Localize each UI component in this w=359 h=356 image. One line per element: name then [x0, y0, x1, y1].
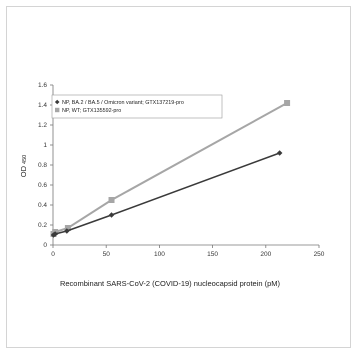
- y-tick-label: 0.6: [38, 182, 47, 189]
- legend: NP, BA.2 / BA.5 / Omicron variant; GTX13…: [51, 94, 223, 119]
- data-point: [64, 225, 71, 231]
- legend-entry: NP, BA.2 / BA.5 / Omicron variant; GTX13…: [54, 99, 184, 106]
- x-tick-label: 100: [154, 251, 165, 258]
- legend-label: NP, BA.2 / BA.5 / Omicron variant; GTX13…: [62, 100, 184, 106]
- x-axis-title: Recombinant SARS-CoV-2 (COVID-19) nucleo…: [60, 279, 281, 288]
- x-axis-ticks: 0 50 100 150 200 250: [51, 245, 325, 258]
- x-tick-label: 250: [314, 251, 325, 258]
- y-tick-label: 1.2: [38, 122, 47, 129]
- series-line: [53, 152, 280, 236]
- data-point: [64, 228, 70, 234]
- y-axis-title: OD450: [19, 155, 28, 177]
- data-point: [284, 100, 291, 106]
- legend-box: [51, 94, 223, 119]
- x-tick-label: 200: [260, 251, 271, 258]
- y-tick-label: 1: [43, 142, 47, 149]
- y-tick-label: 1.4: [38, 102, 47, 109]
- y-axis-title-main: OD: [19, 165, 28, 177]
- series-1: [50, 100, 291, 237]
- y-axis-title-subscript: 450: [22, 155, 28, 164]
- data-point: [108, 197, 115, 203]
- legend-marker: [55, 107, 60, 113]
- data-point: [276, 150, 283, 156]
- y-tick-label: 0.4: [38, 202, 47, 209]
- x-tick-label: 150: [207, 251, 218, 258]
- data-point: [52, 231, 58, 237]
- y-axis-ticks: 0 0.2 0.4 0.6 0.8 1 1.2 1.4 1.6: [38, 82, 53, 249]
- legend-entry: NP, WT; GTX135592-pro: [55, 107, 121, 114]
- series-0: [50, 150, 283, 238]
- series-layer: [50, 100, 291, 238]
- series-line: [52, 102, 288, 235]
- y-tick-label: 1.6: [38, 82, 47, 89]
- x-tick-label: 50: [103, 251, 111, 258]
- y-tick-label: 0.8: [38, 162, 47, 169]
- x-tick-label: 0: [51, 251, 55, 258]
- legend-label: NP, WT; GTX135592-pro: [62, 108, 121, 114]
- data-point: [108, 212, 115, 218]
- y-tick-label: 0.2: [38, 222, 47, 229]
- legend-marker: [54, 99, 60, 105]
- y-tick-label: 0: [43, 242, 47, 249]
- chart-frame: [6, 6, 351, 348]
